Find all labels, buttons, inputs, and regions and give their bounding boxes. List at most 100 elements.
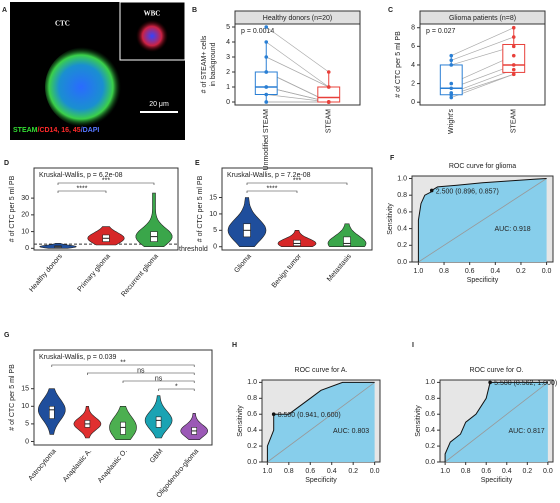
y-tick-label: 0.2 [397, 242, 407, 249]
y-tick-label: 15 [209, 194, 217, 201]
stain-legend-part: STEAM [13, 127, 38, 134]
y-tick-label: 0 [226, 99, 230, 106]
point [511, 72, 516, 77]
x-tick-label: Anaplastic A. [62, 448, 93, 484]
comparison-bracket [87, 372, 195, 375]
y-tick-label: 10 [21, 403, 29, 410]
y-tick-label: 5 [25, 421, 29, 428]
point [511, 35, 516, 39]
box [120, 421, 126, 435]
violin [135, 192, 173, 247]
y-tick-label: 5 [213, 227, 217, 234]
roc-curve [266, 381, 375, 462]
chart-title: ROC curve for A. [295, 367, 348, 374]
chance-line [444, 382, 549, 463]
y-tick-label: 0.0 [425, 459, 435, 466]
best-threshold-label: 2.500 (0.896, 0.857) [436, 188, 499, 195]
chart-title: Glioma patients (n=8) [449, 15, 516, 22]
panel-letter: C [388, 7, 393, 14]
y-tick-label: 0.4 [425, 427, 435, 434]
best-threshold [271, 412, 276, 417]
point [264, 92, 269, 97]
y-tick-label: 10 [21, 228, 29, 235]
roc-curve [444, 381, 548, 462]
comparison-bracket [57, 182, 155, 185]
point [326, 70, 331, 74]
y-tick-label: 0.2 [425, 443, 435, 450]
p-value: p = 0.027 [426, 28, 455, 35]
panel-letter: I [412, 342, 414, 349]
y-tick-label: 2 [411, 80, 415, 87]
x-tick-label: STEAM [511, 109, 518, 133]
y-axis-label: Sensitivity [387, 203, 394, 235]
x-tick-label: 0.0 [543, 468, 553, 475]
x-axis-label: Specificity [305, 477, 337, 484]
plot-frame [419, 23, 546, 106]
violin [327, 223, 367, 247]
point [326, 100, 331, 104]
point [264, 25, 269, 29]
box [439, 64, 463, 96]
point [449, 58, 454, 63]
plot-frame [33, 349, 213, 446]
p-value: p = 0.0014 [241, 28, 274, 35]
panel-letter: B [192, 7, 197, 14]
y-axis-label: # of CTC per 5 ml PB [9, 364, 16, 431]
chart-title: Healthy donors (n=20) [263, 15, 332, 22]
scale-bar-label: 20 μm [149, 101, 169, 108]
y-tick-label: 2 [226, 69, 230, 76]
significance: **** [77, 185, 88, 192]
x-tick-label: Recurrent glioma [120, 253, 160, 298]
box [317, 86, 341, 103]
panel-letter: H [232, 342, 237, 349]
comparison-bracket [57, 190, 107, 193]
point [449, 95, 454, 100]
y-tick-label: 1.0 [397, 175, 407, 182]
y-axis-label: # of STEAM+ cells [201, 35, 208, 93]
x-tick-label: 0.4 [327, 468, 337, 475]
y-tick-label: 1.0 [247, 379, 257, 386]
auc-label: AUC: 0.817 [509, 428, 545, 435]
y-axis-label: in background [210, 42, 217, 86]
violin [277, 230, 317, 247]
y-axis-label: Sensitivity [237, 405, 244, 437]
x-tick-label: 0.6 [465, 268, 475, 275]
y-tick-label: 10 [209, 211, 217, 218]
significance: * [175, 383, 178, 390]
inset-label: WBC [144, 10, 161, 18]
x-tick-label: Healthy donors [28, 253, 64, 294]
x-tick-label: Glioma [233, 253, 253, 275]
x-tick-label: 0.0 [542, 268, 552, 275]
x-tick-label: Anaplastic O. [97, 448, 129, 484]
plot-frame [33, 167, 179, 251]
plot-frame [234, 23, 361, 106]
x-tick-label: 0.0 [370, 468, 380, 475]
kruskal-wallis: Kruskal-Wallis, p = 7.2e-08 [227, 172, 311, 179]
y-tick-label: 15 [21, 386, 29, 393]
point [264, 55, 269, 59]
point [511, 67, 516, 72]
pair-line [451, 27, 514, 56]
pair-line [451, 36, 514, 61]
y-axis-label: # of CTC per 5 ml PB [9, 175, 16, 242]
y-tick-label: 0.8 [425, 395, 435, 402]
x-tick-label: Unmodified STEAM [263, 109, 270, 171]
violin [227, 197, 267, 247]
point [449, 53, 454, 58]
roc-curve [417, 178, 547, 262]
x-axis-label: Specificity [467, 277, 499, 284]
panel-letter: A [2, 7, 7, 14]
significance: **** [267, 185, 278, 192]
comparison-bracket [246, 182, 348, 185]
cell-label: CTC [55, 20, 70, 28]
point [264, 70, 269, 74]
point [511, 53, 516, 58]
chart-title: ROC curve for glioma [449, 163, 516, 170]
y-tick-label: 0.8 [397, 192, 407, 199]
panel-letter: G [4, 332, 10, 339]
x-tick-label: 0.2 [348, 468, 358, 475]
x-tick-label: 0.8 [439, 268, 449, 275]
x-tick-label: 0.2 [516, 268, 526, 275]
y-tick-label: 4 [411, 62, 415, 69]
box [254, 71, 278, 95]
